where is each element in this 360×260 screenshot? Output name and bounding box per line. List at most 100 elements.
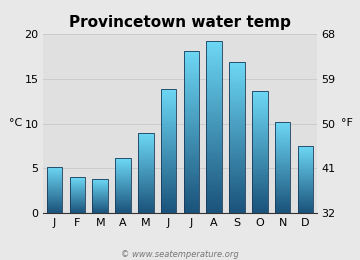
- Bar: [298, 191, 313, 192]
- Bar: [252, 183, 267, 184]
- Bar: [47, 205, 62, 206]
- Bar: [115, 205, 131, 206]
- Bar: [252, 161, 267, 163]
- Bar: [275, 166, 291, 167]
- Bar: [161, 129, 176, 131]
- Bar: [298, 154, 313, 155]
- Bar: [206, 187, 222, 190]
- Bar: [47, 176, 62, 177]
- Bar: [275, 131, 291, 132]
- Bar: [184, 114, 199, 116]
- Bar: [93, 193, 108, 194]
- Bar: [252, 96, 267, 97]
- Bar: [275, 168, 291, 170]
- Bar: [252, 125, 267, 126]
- Bar: [184, 53, 199, 55]
- Bar: [47, 191, 62, 192]
- Bar: [161, 151, 176, 152]
- Bar: [47, 190, 62, 191]
- Bar: [93, 187, 108, 188]
- Bar: [47, 197, 62, 198]
- Bar: [47, 192, 62, 193]
- Bar: [138, 208, 154, 209]
- Bar: [229, 122, 245, 124]
- Bar: [252, 196, 267, 198]
- Bar: [115, 211, 131, 212]
- Bar: [184, 148, 199, 150]
- Bar: [47, 204, 62, 205]
- Bar: [115, 163, 131, 164]
- Bar: [229, 75, 245, 77]
- Bar: [115, 196, 131, 197]
- Bar: [252, 149, 267, 151]
- Bar: [115, 209, 131, 210]
- Bar: [252, 135, 267, 137]
- Bar: [252, 145, 267, 146]
- Bar: [298, 163, 313, 164]
- Bar: [206, 127, 222, 129]
- Bar: [138, 181, 154, 182]
- Bar: [184, 95, 199, 98]
- Bar: [298, 189, 313, 190]
- Bar: [69, 192, 85, 193]
- Bar: [229, 111, 245, 113]
- Bar: [298, 171, 313, 172]
- Bar: [138, 200, 154, 201]
- Bar: [229, 156, 245, 158]
- Bar: [275, 123, 291, 124]
- Bar: [161, 120, 176, 121]
- Bar: [206, 181, 222, 183]
- Bar: [206, 198, 222, 200]
- Bar: [229, 188, 245, 191]
- Bar: [229, 84, 245, 86]
- Bar: [115, 188, 131, 189]
- Bar: [275, 128, 291, 130]
- Bar: [298, 172, 313, 173]
- Bar: [252, 94, 267, 96]
- Bar: [252, 174, 267, 175]
- Bar: [138, 145, 154, 146]
- Bar: [252, 139, 267, 140]
- Bar: [252, 163, 267, 164]
- Bar: [252, 131, 267, 132]
- Bar: [93, 205, 108, 206]
- Bar: [252, 122, 267, 123]
- Bar: [161, 132, 176, 134]
- Bar: [138, 135, 154, 136]
- Bar: [69, 202, 85, 203]
- Bar: [93, 181, 108, 182]
- Bar: [275, 144, 291, 145]
- Bar: [184, 130, 199, 132]
- Bar: [275, 205, 291, 206]
- Bar: [184, 128, 199, 130]
- Bar: [93, 202, 108, 203]
- Bar: [161, 177, 176, 179]
- Bar: [184, 69, 199, 71]
- Bar: [93, 208, 108, 209]
- Bar: [252, 189, 267, 190]
- Bar: [206, 200, 222, 203]
- Bar: [252, 204, 267, 206]
- Bar: [206, 95, 222, 97]
- Bar: [47, 184, 62, 185]
- Bar: [47, 178, 62, 179]
- Bar: [252, 192, 267, 193]
- Bar: [275, 194, 291, 195]
- Bar: [206, 185, 222, 187]
- Bar: [229, 202, 245, 204]
- Bar: [298, 210, 313, 211]
- Bar: [47, 168, 62, 169]
- Bar: [252, 207, 267, 209]
- Bar: [69, 186, 85, 187]
- Bar: [47, 203, 62, 204]
- Bar: [138, 189, 154, 190]
- Bar: [161, 152, 176, 154]
- Bar: [138, 150, 154, 151]
- Bar: [93, 203, 108, 204]
- Bar: [161, 168, 176, 170]
- Bar: [184, 85, 199, 87]
- Bar: [206, 125, 222, 127]
- Bar: [161, 184, 176, 185]
- Bar: [184, 93, 199, 95]
- Bar: [229, 139, 245, 141]
